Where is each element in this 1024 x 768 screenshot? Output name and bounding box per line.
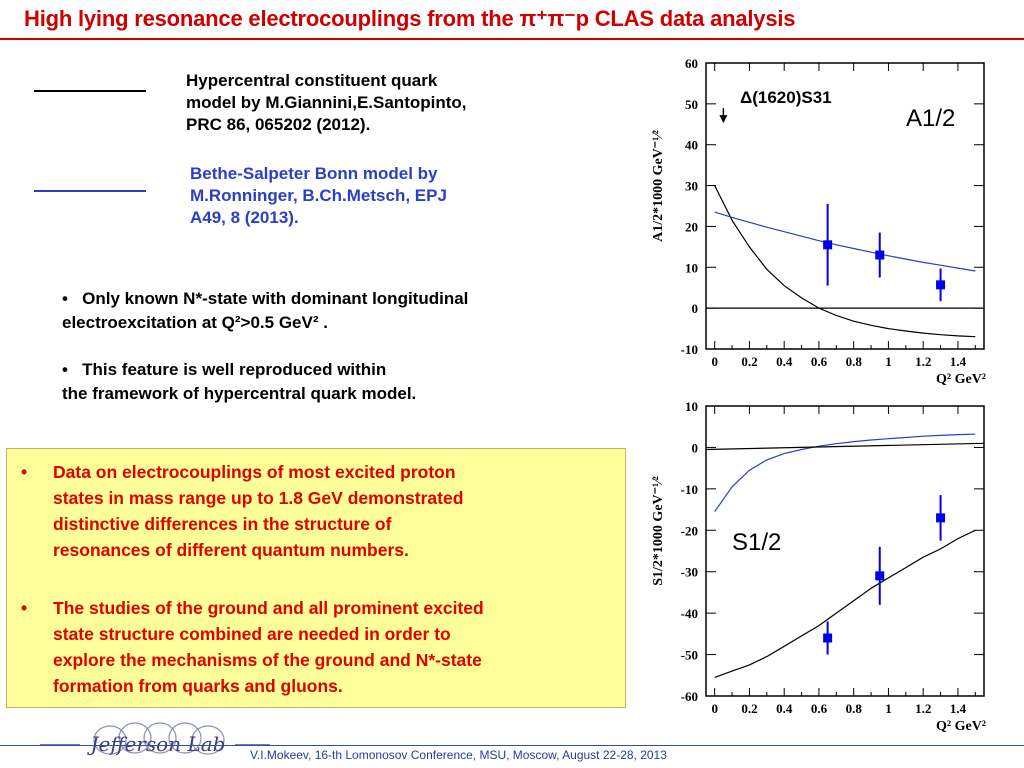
- x-tick-label: 0.2: [741, 701, 757, 716]
- y-tick-label: 10: [685, 260, 698, 275]
- legend-bonn-line: M.Ronninger, B.Ch.Metsch, EPJ: [190, 186, 447, 205]
- y-tick-label: -40: [681, 606, 698, 621]
- x-tick-label: 0.2: [741, 354, 757, 369]
- y-tick-label: 30: [685, 179, 698, 194]
- bullet-line: electroexcitation at Q²>0.5 GeV² .: [62, 313, 328, 332]
- data-point: [823, 240, 833, 250]
- data-point: [875, 250, 885, 260]
- y-tick-label: 20: [685, 219, 698, 234]
- summary-box: • Data on electrocouplings of most excit…: [6, 448, 626, 708]
- x-tick-label: 1.4: [950, 354, 967, 369]
- model-curve: [714, 433, 976, 512]
- y-tick-label: -50: [681, 648, 698, 663]
- y-tick-label: 0: [692, 440, 699, 455]
- x-tick-label: 1.2: [915, 354, 931, 369]
- x-tick-label: 1: [885, 701, 892, 716]
- y-axis-label: A1/2*1000 GeV⁻¹⁄²: [651, 130, 666, 242]
- legend-text-hcqm: Hypercentral constituent quark model by …: [186, 70, 467, 136]
- plot-frame: [705, 62, 985, 350]
- summary-line: Data on electrocouplings of most excited…: [53, 462, 456, 482]
- summary-line: The studies of the ground and all promin…: [53, 598, 484, 618]
- x-tick-label: 1: [885, 354, 892, 369]
- model-curve: [714, 211, 976, 272]
- bullet-dot: •: [62, 289, 68, 308]
- title-underline: [0, 38, 1024, 40]
- x-tick-label: 0: [711, 354, 718, 369]
- x-tick-label: 0.6: [811, 354, 828, 369]
- x-tick-label: 0.6: [811, 701, 828, 716]
- legend-line-hcqm: [34, 90, 146, 92]
- bullet-longitudinal: • Only known N*-state with dominant long…: [62, 287, 468, 335]
- bullet-text: This feature is well reproduced within: [82, 360, 387, 379]
- x-tick-label: 0.8: [846, 354, 863, 369]
- model-curve: [714, 529, 976, 678]
- legend-line-bonn: [34, 190, 146, 192]
- x-tick-label: 1.4: [950, 701, 967, 716]
- x-tick-label: 0: [711, 701, 718, 716]
- footer-rule: [0, 745, 1024, 746]
- jefferson-lab-logo: Jefferson Lab: [40, 722, 270, 756]
- bullet-text: Only known N*-state with dominant longit…: [82, 289, 469, 308]
- legend-text-bonn: Bethe-Salpeter Bonn model by M.Ronninger…: [190, 163, 447, 229]
- data-point: [936, 513, 946, 523]
- x-axis-label: Q² GeV²: [936, 372, 986, 387]
- summary-text: Data on electrocouplings of most excited…: [53, 459, 463, 563]
- bullet-line: • Only known N*-state with dominant long…: [62, 287, 468, 311]
- model-curve: [714, 185, 976, 338]
- model-curve: [706, 442, 984, 451]
- summary-line: formation from quarks and gluons.: [53, 676, 343, 696]
- legend-bonn-line: A49, 8 (2013).: [190, 208, 299, 227]
- legend-hcqm-line: Hypercentral constituent quark: [186, 71, 438, 90]
- data-point: [875, 571, 885, 581]
- bullet-line: • This feature is well reproduced within: [62, 358, 416, 382]
- y-tick-label: 0: [692, 301, 699, 316]
- summary-bullet: •: [21, 598, 28, 618]
- legend-bonn-line: Bethe-Salpeter Bonn model by: [190, 164, 438, 183]
- summary-bullet: •: [21, 462, 28, 482]
- y-tick-label: 40: [685, 138, 698, 153]
- y-tick-label: -10: [681, 342, 698, 357]
- y-tick-label: 60: [685, 56, 698, 71]
- logo-text: Jefferson Lab: [87, 732, 226, 756]
- legend-hcqm-line: PRC 86, 065202 (2012).: [186, 115, 371, 134]
- plot-frame: [705, 405, 985, 697]
- summary-line: resonances of different quantum numbers.: [53, 540, 409, 560]
- data-point: [936, 280, 946, 290]
- y-tick-label: -20: [681, 523, 698, 538]
- y-tick-label: 10: [685, 399, 698, 414]
- bullet-line: the framework of hypercentral quark mode…: [62, 384, 417, 403]
- summary-line: distinctive differences in the structure…: [53, 514, 392, 534]
- y-tick-label: -60: [681, 689, 698, 704]
- panel-label: A1/2: [906, 105, 955, 132]
- chart-s12: 0 0.2 0.4 0.6 0.8 1 1.2 1.4 -60 -50 -40 -30 -20 -10 0 1…: [651, 399, 986, 734]
- y-axis-label: S1/2*1000 GeV⁻¹⁄²: [651, 476, 666, 586]
- bullet-dot: •: [62, 360, 68, 379]
- panel-label: S1/2: [732, 529, 781, 556]
- x-tick-label: 1.2: [915, 701, 931, 716]
- slide-title: High lying resonance electrocouplings fr…: [24, 6, 796, 31]
- chart-a12: 0 0.2 0.4 0.6 0.8 1 1.2 1.4 -10 0 10 20 30 40 50 60 Q² G…: [651, 56, 986, 387]
- photon-point-arrow: [719, 115, 728, 124]
- x-tick-label: 0.4: [776, 354, 793, 369]
- summary-line: state structure combined are needed in o…: [53, 624, 451, 644]
- summary-line: explore the mechanisms of the ground and…: [53, 650, 482, 670]
- bullet-reproduced: • This feature is well reproduced within…: [62, 358, 416, 406]
- summary-line: states in mass range up to 1.8 GeV demon…: [53, 488, 464, 508]
- summary-text: The studies of the ground and all promin…: [53, 595, 484, 699]
- y-tick-label: -30: [681, 565, 698, 580]
- y-tick-label: -10: [681, 482, 698, 497]
- legend-hcqm-line: model by M.Giannini,E.Santopinto,: [186, 93, 467, 112]
- x-tick-label: 0.4: [776, 701, 793, 716]
- x-axis-label: Q² GeV²: [936, 719, 986, 734]
- y-tick-label: 50: [685, 97, 698, 112]
- resonance-label: Δ(1620)S31: [740, 88, 832, 107]
- x-tick-label: 0.8: [846, 701, 863, 716]
- footer-text: V.I.Mokeev, 16-th Lomonosov Conference, …: [250, 748, 667, 762]
- data-point: [823, 633, 833, 643]
